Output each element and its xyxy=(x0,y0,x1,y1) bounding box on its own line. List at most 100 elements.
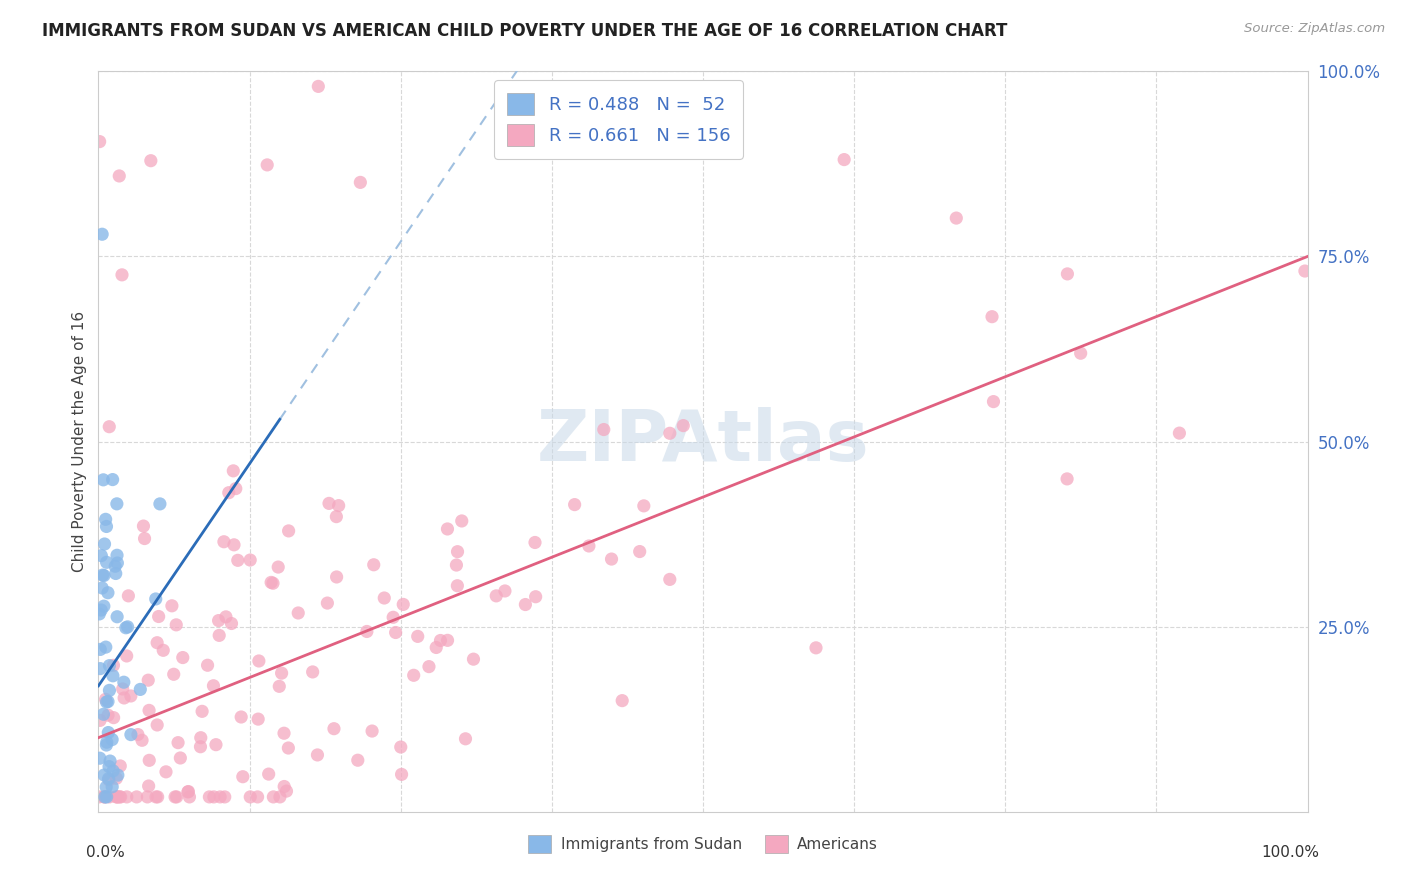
Point xyxy=(494,584,516,599)
Point xyxy=(105,497,128,511)
Point xyxy=(112,690,135,705)
Point xyxy=(94,640,117,654)
Point xyxy=(328,499,350,513)
Point xyxy=(89,607,111,621)
Point xyxy=(101,732,124,747)
Point xyxy=(152,643,174,657)
Point xyxy=(131,733,153,747)
Point xyxy=(361,724,384,739)
Point xyxy=(323,722,346,736)
Point xyxy=(222,464,245,478)
Point xyxy=(450,514,472,528)
Point xyxy=(103,711,125,725)
Point xyxy=(91,473,114,487)
Point xyxy=(208,628,231,642)
Point xyxy=(945,211,967,225)
Point xyxy=(167,736,190,750)
Point xyxy=(226,553,249,567)
Point xyxy=(578,539,600,553)
Point xyxy=(247,712,270,726)
Point xyxy=(221,616,243,631)
Point xyxy=(373,591,395,605)
Point xyxy=(363,558,385,572)
Point xyxy=(564,498,586,512)
Text: 0.0%: 0.0% xyxy=(86,845,125,860)
Point xyxy=(277,741,299,756)
Point xyxy=(94,692,117,706)
Point xyxy=(247,654,270,668)
Point xyxy=(98,759,121,773)
Point xyxy=(117,589,139,603)
Point xyxy=(146,789,169,804)
Point xyxy=(981,310,1004,324)
Point xyxy=(239,553,262,567)
Point xyxy=(232,770,254,784)
Point xyxy=(429,633,451,648)
Point xyxy=(307,79,329,94)
Point xyxy=(93,599,115,614)
Point xyxy=(633,499,655,513)
Point xyxy=(101,669,124,683)
Point xyxy=(98,772,121,787)
Point xyxy=(103,658,125,673)
Point xyxy=(110,789,132,804)
Point xyxy=(392,598,415,612)
Point xyxy=(1056,472,1078,486)
Point xyxy=(215,610,238,624)
Point xyxy=(202,789,225,804)
Point xyxy=(260,575,283,590)
Point xyxy=(436,522,458,536)
Point xyxy=(316,596,339,610)
Point xyxy=(214,789,236,804)
Point xyxy=(96,789,118,804)
Point xyxy=(270,666,292,681)
Point xyxy=(91,227,114,242)
Point xyxy=(349,175,371,189)
Text: IMMIGRANTS FROM SUDAN VS AMERICAN CHILD POVERTY UNDER THE AGE OF 16 CORRELATION : IMMIGRANTS FROM SUDAN VS AMERICAN CHILD … xyxy=(42,22,1008,40)
Point xyxy=(231,710,253,724)
Point xyxy=(98,683,121,698)
Point xyxy=(209,789,232,804)
Point xyxy=(804,640,827,655)
Point xyxy=(463,652,485,666)
Point xyxy=(87,789,110,804)
Point xyxy=(136,673,159,688)
Point xyxy=(612,693,634,707)
Point xyxy=(96,735,118,749)
Point xyxy=(262,576,284,591)
Point xyxy=(325,570,347,584)
Point xyxy=(104,566,127,581)
Point xyxy=(1070,346,1092,360)
Point xyxy=(222,538,245,552)
Text: 100.0%: 100.0% xyxy=(1261,845,1320,860)
Point xyxy=(384,625,406,640)
Text: ZIPAtlas: ZIPAtlas xyxy=(537,407,869,476)
Point xyxy=(96,555,118,569)
Point xyxy=(107,768,129,782)
Point xyxy=(97,772,120,786)
Point xyxy=(97,694,120,708)
Point xyxy=(139,153,162,168)
Point xyxy=(165,789,187,804)
Point xyxy=(287,606,309,620)
Point xyxy=(269,789,291,804)
Point xyxy=(111,681,134,696)
Point xyxy=(112,675,135,690)
Point xyxy=(138,779,160,793)
Point xyxy=(318,496,340,510)
Point xyxy=(96,695,118,709)
Point xyxy=(93,568,115,582)
Point xyxy=(98,658,121,673)
Point xyxy=(212,534,235,549)
Point xyxy=(273,726,295,740)
Point xyxy=(117,620,139,634)
Point xyxy=(94,789,117,804)
Point xyxy=(90,549,112,563)
Point xyxy=(177,785,200,799)
Point xyxy=(402,668,425,682)
Point xyxy=(160,599,183,613)
Point xyxy=(107,789,129,804)
Point xyxy=(149,497,172,511)
Point xyxy=(97,725,120,739)
Point xyxy=(198,789,221,804)
